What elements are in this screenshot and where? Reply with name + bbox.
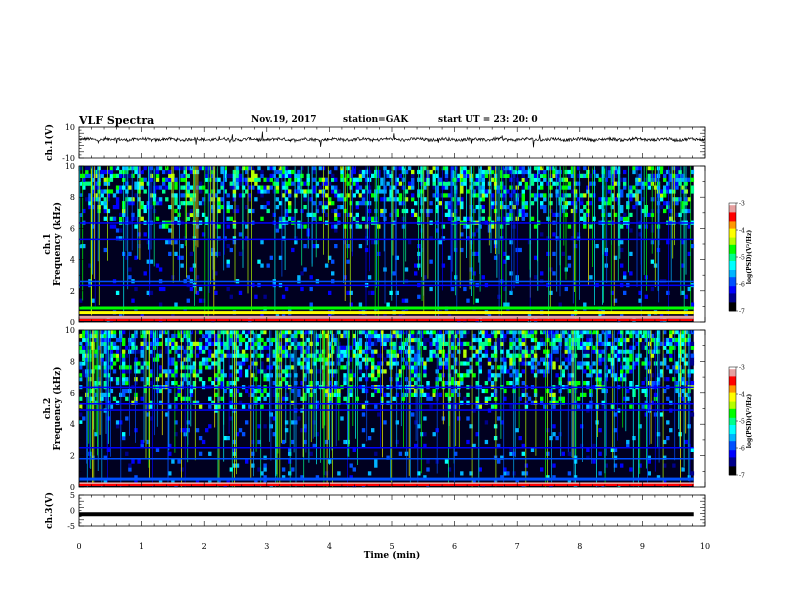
panel-1-ticks: 10 -10 [62,123,706,163]
ch1-colorbar-tick: -5 [739,255,745,262]
panel-3-ticks: 0 2 4 6 8 10 [65,326,706,492]
panel-3-ytick-label: 4 [70,420,75,429]
xtick-label: 0 [76,542,81,551]
ch2-ylabel: ch.2 Frequency (kHz) [43,366,63,450]
ch3-ylabel: ch.3(V) [44,492,55,529]
ch2-colorbar-label: log(PSD)(V²/Hz) [746,394,753,449]
ch1-colorbar-tick: -4 [739,228,745,235]
ch1-colorbar: -3 -4 -5 -6 -7 log(PSD)(V²/Hz) [728,201,753,316]
ch2-spectrogram-image [79,330,695,488]
ch2-band-0 [79,482,694,486]
ch1-band-1 [79,311,694,315]
ch2-band-5 [79,403,694,405]
x-axis-label: Time (min) [364,550,421,561]
ch2-colorbar-tick: -4 [739,392,745,399]
ch1-band-0 [79,315,694,319]
ch1-band-5 [79,238,694,241]
xtick-label: 3 [264,542,269,551]
svg-text:Frequency (kHz): Frequency (kHz) [52,202,63,286]
ch2-colorbar-tick: -6 [739,446,745,453]
ch1-colorbar-tick: -3 [739,201,745,208]
panel-2-ytick-label: 2 [70,287,75,296]
xtick-label: 9 [640,542,645,551]
ch1-band-4 [79,280,694,283]
ch1-band-3 [79,284,694,287]
panel-4-ytick-label: -5 [67,522,75,531]
ch1-ylabel: ch.1(V) [44,124,55,161]
svg-text:ch.2: ch.2 [43,398,53,419]
station-label: station=GAK [343,115,409,125]
ch2-colorbar-tick: -3 [739,365,745,372]
start-time-label: start UT = 23: 20: 0 [438,115,538,125]
figure-title: VLF Spectra [79,114,155,127]
ch1-colorbar-tick: -6 [739,282,745,289]
ch1-ylabel: ch.1 Frequency (kHz) [43,202,63,286]
svg-text:log(PSD)(V²/Hz): log(PSD)(V²/Hz) [746,230,753,285]
ch2-colorbar-tick: -5 [739,419,745,426]
panel-3-ytick-label: 2 [70,452,75,461]
ch2-band-1 [79,477,694,481]
ch1-band-2 [79,306,694,310]
xtick-label: 7 [515,542,520,551]
ch2-band-6 [79,386,694,389]
svg-text:ch.3(V): ch.3(V) [44,492,55,529]
xtick-label: 1 [139,542,144,551]
panel-2-ytick-label: 0 [70,318,75,327]
panel-4-frame [78,494,706,527]
ch2-band-2 [79,458,694,460]
panel-1-ytick-label: -10 [62,154,75,163]
ch2-band-4 [79,409,694,411]
xtick-label: 5 [389,542,394,551]
panel-3-frame [78,329,706,488]
panel-3-ytick-label: 10 [65,326,75,335]
panel-2-frame [78,165,706,323]
panel-2-ytick-label: 6 [70,224,75,233]
ch1-colorbar-label: log(PSD)(V²/Hz) [746,230,753,285]
panel-3-ytick-label: 8 [70,357,75,366]
ch2-colorbar-tick: -7 [739,473,745,480]
ch2-colorbar: -3 -4 -5 -6 -7 log(PSD)(V²/Hz) [728,365,753,480]
xtick-label: 8 [577,542,582,551]
panel-2-ytick-label: 10 [65,162,75,171]
ch2-band-3 [79,447,694,449]
panel-3-ytick-label: 0 [70,483,75,492]
svg-text:log(PSD)(V²/Hz): log(PSD)(V²/Hz) [746,394,753,449]
panel-2-ytick-label: 8 [70,193,75,202]
ch1-trace [79,131,706,148]
xtick-label: 10 [700,542,710,551]
ch1-colorbar-tick: -7 [739,309,745,316]
panel-4-ytick-label: 0 [70,507,75,516]
xtick-label: 6 [452,542,457,551]
svg-text:ch.1(V): ch.1(V) [44,124,55,161]
date-label: Nov.19, 2017 [251,115,317,125]
ch1-band-6 [79,222,694,224]
svg-text:Frequency (kHz): Frequency (kHz) [52,366,63,450]
panel-4-ticks: 5 0 -5 [67,491,706,531]
panel-4-ytick-label: 5 [70,491,75,500]
svg-text:ch.1: ch.1 [43,233,53,254]
xtick-label: 2 [202,542,207,551]
xtick-label: 4 [327,542,332,551]
panel-3-ytick-label: 6 [70,389,75,398]
panel-1-frame [78,126,706,159]
panel-2-ytick-label: 4 [70,256,75,265]
panel-1-ytick-label: 10 [65,123,75,132]
ch1-spectrogram-image [79,166,695,323]
